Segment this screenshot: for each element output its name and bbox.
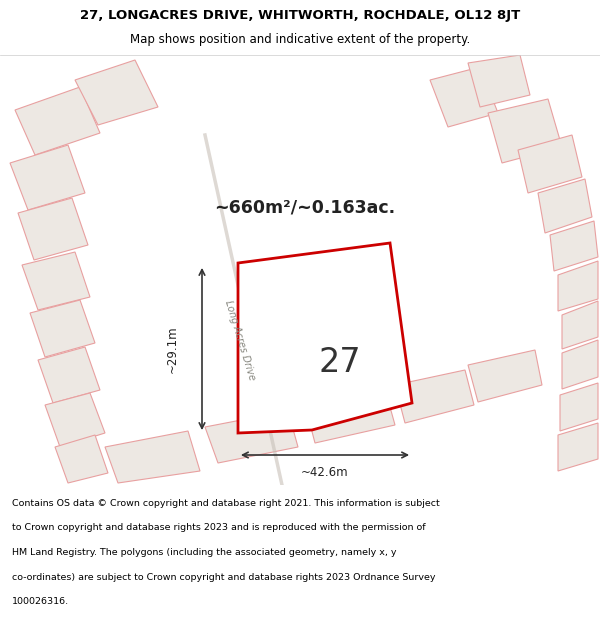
Text: ~42.6m: ~42.6m [301, 466, 349, 479]
Polygon shape [238, 243, 412, 433]
Text: 27, LONGACRES DRIVE, WHITWORTH, ROCHDALE, OL12 8JT: 27, LONGACRES DRIVE, WHITWORTH, ROCHDALE… [80, 9, 520, 22]
Polygon shape [205, 411, 298, 463]
Polygon shape [55, 435, 108, 483]
Polygon shape [562, 301, 598, 349]
Text: Map shows position and indicative extent of the property.: Map shows position and indicative extent… [130, 33, 470, 46]
Polygon shape [560, 383, 598, 431]
Polygon shape [558, 423, 598, 471]
Polygon shape [22, 252, 90, 310]
Text: to Crown copyright and database rights 2023 and is reproduced with the permissio: to Crown copyright and database rights 2… [12, 524, 425, 532]
Polygon shape [105, 431, 200, 483]
Polygon shape [45, 393, 105, 447]
Polygon shape [10, 145, 85, 210]
Text: Long Acres Drive: Long Acres Drive [223, 299, 257, 381]
Polygon shape [430, 67, 498, 127]
Polygon shape [518, 135, 582, 193]
Text: Contains OS data © Crown copyright and database right 2021. This information is : Contains OS data © Crown copyright and d… [12, 499, 440, 508]
Polygon shape [305, 389, 395, 443]
Text: 100026316.: 100026316. [12, 597, 69, 606]
Text: co-ordinates) are subject to Crown copyright and database rights 2023 Ordnance S: co-ordinates) are subject to Crown copyr… [12, 572, 436, 581]
Text: HM Land Registry. The polygons (including the associated geometry, namely x, y: HM Land Registry. The polygons (includin… [12, 548, 397, 557]
Text: ~29.1m: ~29.1m [166, 325, 179, 372]
Polygon shape [538, 179, 592, 233]
Polygon shape [468, 55, 530, 107]
Polygon shape [550, 221, 598, 271]
Text: ~660m²/~0.163ac.: ~660m²/~0.163ac. [214, 198, 395, 216]
Polygon shape [395, 370, 474, 423]
Polygon shape [38, 347, 100, 403]
Polygon shape [15, 87, 100, 155]
Polygon shape [488, 99, 562, 163]
Polygon shape [468, 350, 542, 402]
Polygon shape [18, 198, 88, 260]
Polygon shape [75, 60, 158, 125]
Polygon shape [558, 261, 598, 311]
Polygon shape [562, 340, 598, 389]
Polygon shape [30, 300, 95, 357]
Text: 27: 27 [319, 346, 361, 379]
